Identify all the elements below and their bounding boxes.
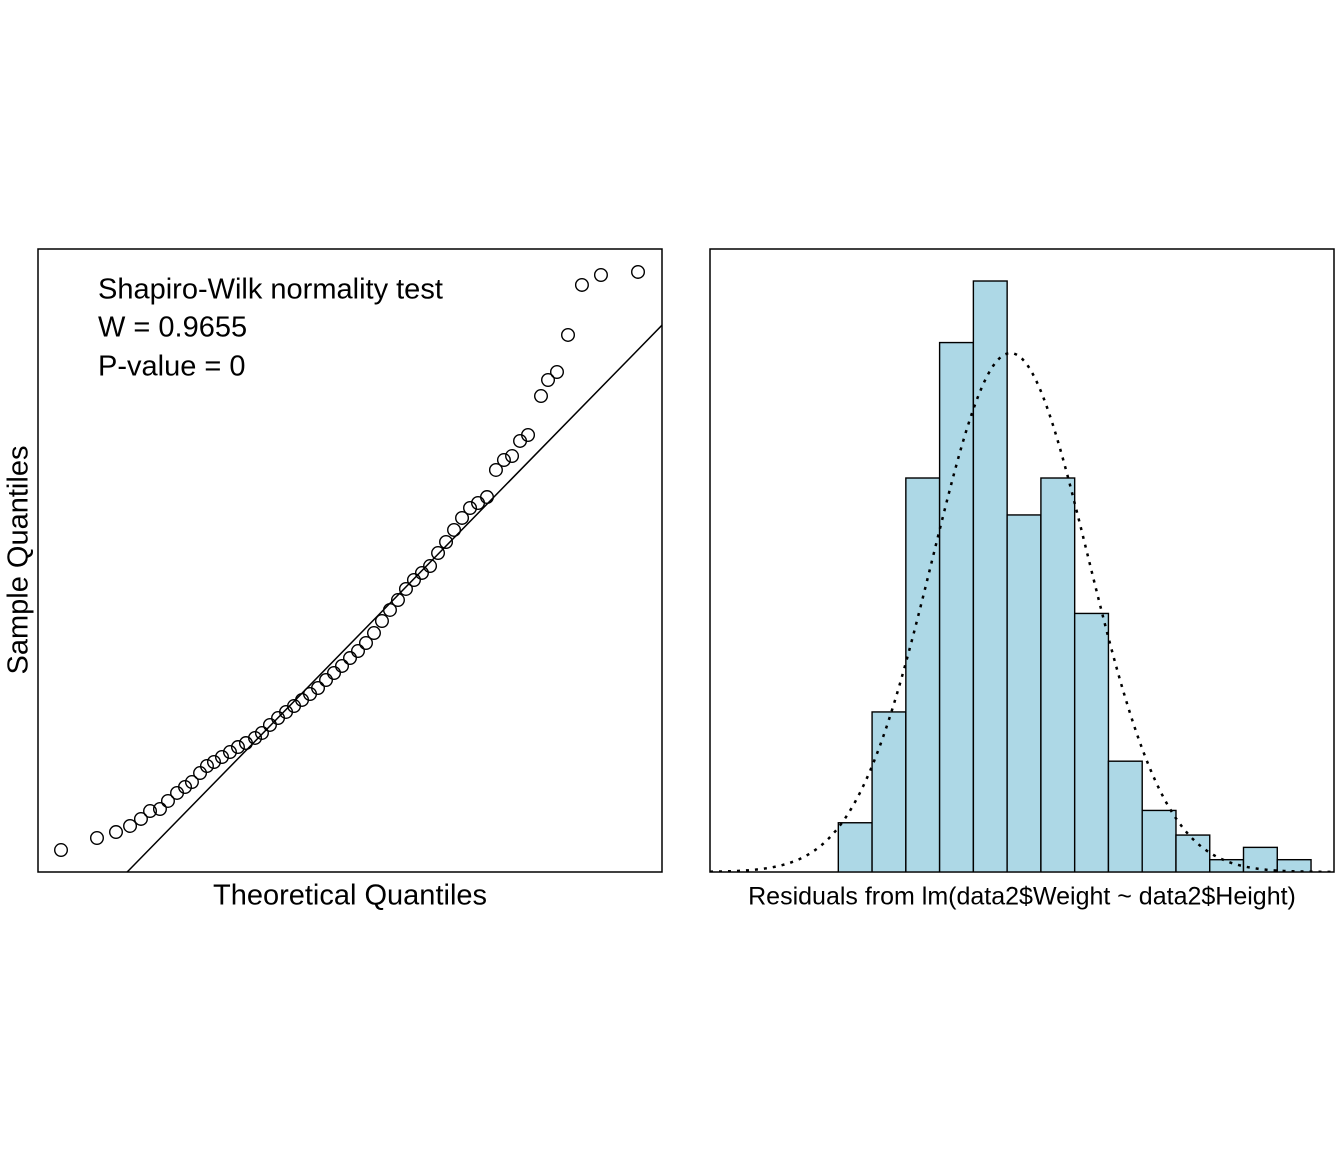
annotation: W = 0.9655 — [98, 312, 247, 344]
point — [254, 725, 269, 740]
point — [89, 831, 104, 846]
normal-curve — [710, 351, 1334, 872]
plot-frame — [37, 248, 663, 873]
bar — [1141, 809, 1177, 872]
bar — [1175, 834, 1211, 872]
point — [199, 759, 214, 774]
point — [631, 264, 646, 279]
point — [431, 546, 446, 561]
point — [54, 843, 69, 858]
y-axis-label: Sample Quantiles — [3, 446, 35, 675]
point — [222, 745, 237, 760]
annotation: Shapiro-Wilk normality test — [98, 274, 443, 306]
bar — [905, 477, 941, 872]
point — [133, 811, 148, 826]
point — [184, 775, 199, 790]
point — [214, 750, 229, 765]
point — [178, 780, 193, 795]
x-axis-label: Theoretical Quantiles — [213, 880, 487, 912]
point — [358, 636, 373, 651]
point — [230, 740, 245, 755]
point — [593, 267, 608, 282]
point — [496, 453, 511, 468]
reference-line — [126, 324, 662, 872]
point — [206, 754, 221, 769]
bar — [1006, 514, 1042, 872]
bar — [1040, 477, 1076, 872]
point — [406, 572, 421, 587]
point — [248, 730, 263, 745]
point — [447, 522, 462, 537]
annotation: P-value = 0 — [98, 351, 246, 383]
point — [479, 490, 494, 505]
point — [262, 717, 277, 732]
point — [505, 449, 520, 464]
point — [549, 364, 564, 379]
point — [382, 602, 397, 617]
point — [143, 804, 158, 819]
point — [319, 673, 334, 688]
point — [335, 658, 350, 673]
point — [390, 593, 405, 608]
plot-area — [54, 264, 662, 872]
point — [488, 462, 503, 477]
point — [398, 581, 413, 596]
point — [439, 534, 454, 549]
point — [311, 681, 326, 696]
bar — [1073, 612, 1110, 872]
bar — [837, 822, 873, 872]
bar — [871, 711, 907, 872]
point — [366, 626, 381, 641]
point — [521, 428, 536, 443]
bar — [972, 280, 1008, 872]
bar — [1107, 760, 1143, 872]
point — [414, 565, 429, 580]
point — [152, 801, 167, 816]
x-axis-label: Residuals from lm(data2$Weight ~ data2$H… — [748, 883, 1296, 911]
point — [455, 510, 470, 525]
point — [343, 651, 358, 666]
point — [374, 614, 389, 629]
point — [327, 665, 342, 680]
point — [108, 825, 123, 840]
point — [561, 327, 576, 342]
bar — [938, 341, 975, 872]
point — [423, 559, 438, 574]
point — [350, 644, 365, 659]
point — [574, 277, 589, 292]
point — [160, 793, 175, 808]
plot-area — [710, 280, 1334, 872]
point — [123, 818, 138, 833]
point — [534, 389, 549, 404]
point — [463, 500, 478, 515]
point — [541, 373, 556, 388]
